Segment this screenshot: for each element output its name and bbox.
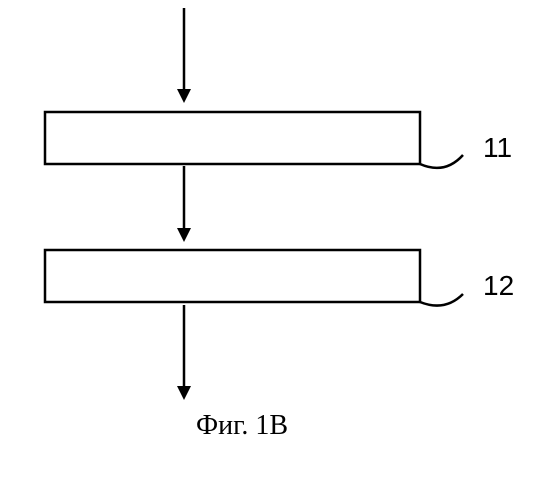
lead-line-1 <box>420 155 463 168</box>
label-12: 12 <box>483 270 514 302</box>
box-2 <box>45 250 420 302</box>
label-11: 11 <box>483 132 512 164</box>
box-1 <box>45 112 420 164</box>
figure-caption: Фиг. 1В <box>196 410 288 442</box>
lead-line-2 <box>420 294 463 306</box>
